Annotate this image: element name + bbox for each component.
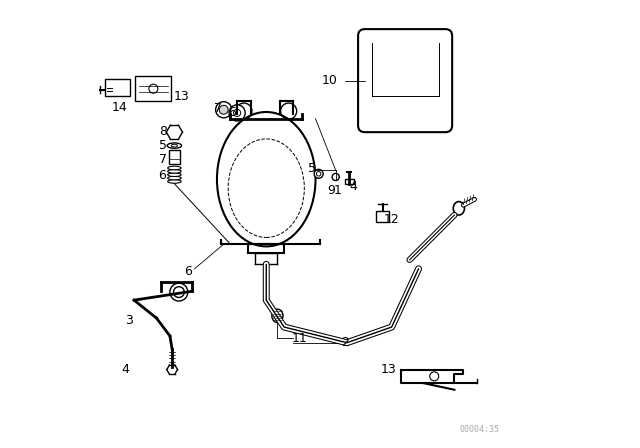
Ellipse shape	[453, 202, 465, 215]
Text: 11: 11	[292, 332, 308, 345]
Text: 13: 13	[173, 90, 189, 103]
Text: 5: 5	[308, 161, 316, 175]
Ellipse shape	[168, 173, 181, 177]
FancyBboxPatch shape	[358, 29, 452, 132]
Ellipse shape	[168, 166, 181, 170]
Text: 6: 6	[158, 169, 166, 182]
Text: 6: 6	[228, 105, 236, 119]
Text: 4: 4	[121, 363, 129, 376]
Circle shape	[229, 105, 245, 121]
Ellipse shape	[168, 170, 181, 173]
Text: 7: 7	[159, 152, 167, 166]
Text: 10: 10	[322, 74, 338, 87]
Text: 2: 2	[340, 336, 349, 349]
Text: 7: 7	[214, 102, 222, 115]
Bar	[136, 76, 172, 101]
Ellipse shape	[272, 309, 283, 323]
Text: 00004:35: 00004:35	[459, 425, 499, 434]
Ellipse shape	[168, 177, 181, 180]
Ellipse shape	[168, 180, 181, 183]
Bar	[105, 79, 129, 96]
Bar	[376, 211, 389, 222]
Circle shape	[219, 105, 228, 114]
Bar	[345, 179, 354, 184]
Ellipse shape	[217, 112, 316, 246]
Circle shape	[216, 102, 232, 118]
Text: 3: 3	[125, 314, 133, 327]
Text: 12: 12	[384, 213, 399, 226]
Ellipse shape	[314, 169, 323, 178]
Text: 1: 1	[334, 184, 342, 197]
Text: 14: 14	[112, 101, 127, 114]
Text: 8: 8	[159, 125, 167, 138]
Ellipse shape	[167, 143, 182, 148]
Bar	[169, 150, 180, 164]
Text: 13: 13	[380, 363, 396, 376]
Text: 9: 9	[327, 184, 335, 197]
Text: 5: 5	[159, 139, 167, 152]
Text: 6: 6	[184, 264, 192, 278]
Text: 4: 4	[349, 180, 358, 194]
Ellipse shape	[332, 173, 339, 181]
